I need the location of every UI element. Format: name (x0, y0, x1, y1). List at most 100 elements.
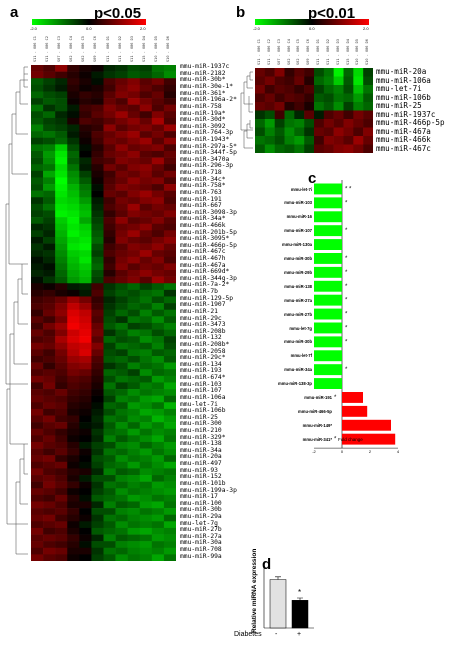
heatmap-a-cell (139, 197, 153, 205)
heatmap-a-cell (151, 461, 165, 469)
heatmap-a-cell (55, 144, 68, 152)
panel-c-significance-star: * (345, 200, 348, 206)
heatmap-b-cell (314, 93, 325, 103)
panel-a-row-label: mmu-miR-361* (180, 89, 226, 97)
heatmap-a-cell (79, 65, 92, 72)
heatmap-a-cell (55, 322, 68, 330)
panel-b-row-label: mmu-miR-467c (376, 143, 431, 153)
panel-c-significance-star: * (334, 395, 337, 401)
heatmap-a-cell (55, 78, 68, 86)
heatmap-b-cell (264, 68, 275, 77)
heatmap-a-cell (151, 422, 165, 430)
heatmap-a-cell (115, 296, 128, 304)
panel-b-row-label: mmu-let-7i (376, 84, 422, 93)
heatmap-a-cell (31, 468, 44, 476)
heatmap-a-cell (43, 217, 56, 225)
heatmap-b-cell (333, 85, 344, 94)
panel-a-row-label: mmu-miR-3473 (180, 321, 226, 329)
heatmap-a-cell (55, 481, 68, 489)
panel-b-column-label: S15 - 086 D4 (345, 39, 350, 65)
heatmap-a-cell (55, 104, 68, 112)
heatmap-a-cell (31, 71, 44, 79)
heatmap-a-cell (91, 349, 104, 357)
heatmap-a-cell (43, 170, 56, 178)
heatmap-b-cell (363, 93, 373, 103)
panel-a-row-label: mmu-miR-193 (180, 367, 222, 375)
panel-a-dendrogram (5, 66, 28, 555)
heatmap-a-cell (103, 402, 116, 410)
heatmap-a-cell (79, 375, 92, 383)
heatmap-a-cell (55, 250, 68, 258)
heatmap-a-cell (115, 468, 128, 476)
heatmap-b-cell (274, 68, 285, 77)
heatmap-a-cell (139, 111, 153, 119)
heatmap-a-cell (91, 362, 104, 370)
heatmap-a-cell (151, 541, 165, 549)
heatmap-a-cell (103, 150, 116, 158)
heatmap-a-cell (163, 408, 176, 416)
heatmap-a-cell (43, 91, 56, 99)
heatmap-a-cell (163, 468, 176, 476)
heatmap-b-cell (323, 136, 334, 145)
heatmap-a-cell (103, 91, 116, 99)
heatmap-a-cell (79, 309, 92, 317)
heatmap-a-cell (139, 329, 153, 337)
heatmap-a-cell (139, 223, 153, 231)
heatmap-a-cell (115, 84, 128, 92)
heatmap-a-cell (127, 521, 141, 529)
heatmap-a-cell (115, 256, 128, 264)
heatmap-a-cell (79, 276, 92, 284)
heatmap-a-cell (91, 230, 104, 238)
heatmap-a-cell (91, 541, 104, 549)
heatmap-a-cell (31, 375, 44, 383)
heatmap-a-cell (31, 256, 44, 264)
heatmap-a-cell (91, 408, 104, 416)
heatmap-a-cell (31, 283, 44, 291)
panel-a-row-label: mmu-miR-106b (180, 407, 226, 415)
heatmap-a-cell (139, 98, 153, 105)
heatmap-b-cell (333, 68, 344, 77)
heatmap-a-cell (91, 415, 104, 423)
heatmap-b-cell (255, 102, 266, 111)
heatmap-a-cell (163, 197, 176, 205)
heatmap-a-cell (151, 316, 165, 324)
heatmap-a-cell (67, 84, 80, 92)
heatmap-a-cell (91, 243, 104, 251)
heatmap-a-cell (139, 131, 153, 139)
heatmap-a-cell (115, 150, 128, 158)
heatmap-a-cell (55, 468, 68, 476)
heatmap-a-cell (55, 190, 68, 198)
panel-a-row-label: mmu-miR-199a-3p (180, 486, 237, 494)
panel-a-row-label: mmu-miR-29c (180, 314, 222, 322)
heatmap-a-cell (115, 501, 128, 509)
heatmap-a-cell (55, 276, 68, 284)
heatmap-a-cell (115, 303, 128, 310)
heatmap-a-cell (43, 144, 56, 152)
panel-c-significance-star: * (345, 339, 348, 345)
heatmap-a-cell (115, 355, 128, 363)
heatmap-a-cell (103, 65, 116, 72)
heatmap-a-cell (31, 190, 44, 198)
heatmap-a-cell (127, 527, 141, 535)
heatmap-a-cell (79, 402, 92, 410)
heatmap-a-cell (115, 104, 128, 112)
panel-a-column-label: S11 - 086 D2 (117, 36, 122, 62)
heatmap-a-cell (127, 177, 141, 185)
heatmap-a-cell (163, 541, 176, 549)
heatmap-a-cell (115, 408, 128, 416)
heatmap-b-cell (353, 136, 364, 145)
heatmap-a-cell (139, 210, 153, 218)
panel-a-row-label: mmu-miR-758 (180, 102, 222, 110)
heatmap-b-cell (343, 136, 354, 145)
heatmap-a-cell (115, 494, 128, 502)
heatmap-a-cell (151, 382, 165, 390)
heatmap-a-cell (103, 455, 116, 463)
heatmap-a-cell (55, 349, 68, 357)
heatmap-a-cell (163, 455, 176, 463)
panel-a-row-label: mmu-miR-99a (180, 552, 222, 560)
panel-a-row-label: mmu-miR-708 (180, 546, 222, 553)
heatmap-a-cell (79, 441, 92, 449)
heatmap-a-cell (127, 322, 141, 330)
heatmap-a-cell (163, 534, 176, 542)
heatmap-b-cell (255, 110, 266, 120)
